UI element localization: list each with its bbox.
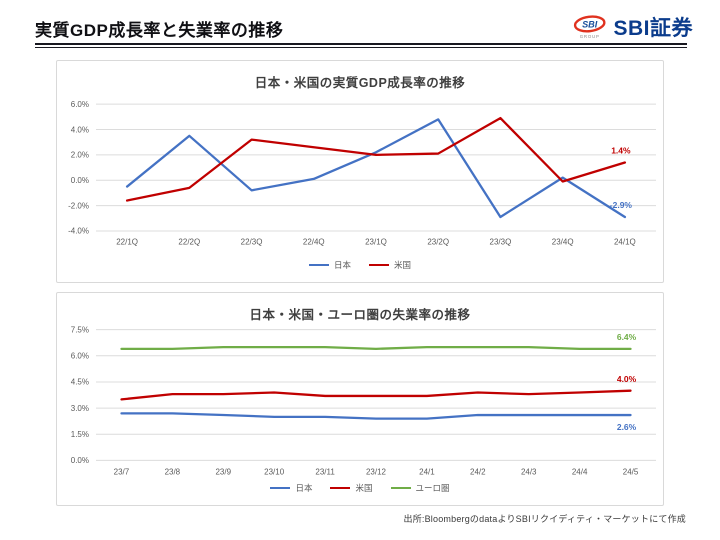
series-line-日本 — [120, 412, 632, 420]
y-tick-label: -2.0% — [68, 201, 89, 210]
legend-item-米国: 米国 — [369, 259, 411, 271]
series-line-ユーロ圏 — [120, 345, 632, 351]
x-tick-label: 23/1Q — [365, 237, 387, 246]
sbi-logo-text: SBI — [583, 19, 599, 29]
legend-item-米国: 米国 — [330, 482, 373, 494]
series-end-label: 4.0% — [617, 374, 637, 384]
series-line-米国 — [120, 389, 632, 401]
y-tick-label: 4.5% — [71, 378, 89, 387]
legend-label: 日本 — [295, 483, 313, 493]
legend-line-swatch — [270, 486, 291, 490]
y-tick-label: 2.0% — [71, 151, 89, 160]
legend-line-swatch — [330, 486, 351, 490]
y-tick-label: 7.5% — [71, 325, 89, 334]
legend-line-swatch — [369, 263, 389, 267]
header-divider — [35, 43, 687, 48]
y-tick-label: 6.0% — [71, 100, 89, 109]
y-tick-label: 6.0% — [71, 352, 89, 361]
legend-label: 日本 — [333, 260, 351, 270]
x-tick-label: 24/1 — [419, 467, 435, 476]
x-tick-label: 24/5 — [623, 467, 639, 476]
y-tick-label: 1.5% — [71, 430, 89, 439]
x-tick-label: 22/2Q — [178, 237, 200, 246]
x-tick-label: 24/2 — [470, 467, 486, 476]
x-tick-label: 22/3Q — [241, 237, 263, 246]
series-end-label: -2.9% — [610, 200, 633, 210]
sbi-logo-group-text: GROUP — [580, 33, 600, 38]
legend-item-日本: 日本 — [270, 482, 312, 494]
unemployment-chart-title: 日本・米国・ユーロ圏の失業率の推移 — [249, 308, 471, 322]
x-tick-label: 23/10 — [264, 467, 285, 476]
legend-label: ユーロ圏 — [415, 483, 450, 493]
y-tick-label: 4.0% — [71, 125, 89, 134]
series-line-日本 — [125, 118, 627, 219]
x-tick-label: 23/2Q — [427, 237, 449, 246]
legend-line-swatch — [390, 486, 411, 490]
x-tick-label: 24/1Q — [614, 237, 636, 246]
legend-label: 米国 — [394, 260, 412, 270]
sbi-group-logo-icon: SBI GROUP — [574, 14, 607, 38]
unemployment-chart-panel: 日本・米国・ユーロ圏の失業率の推移 7.5% 6.0% 4.5% 3.0% 1.5% 0.… — [56, 292, 664, 506]
x-tick-label: 23/12 — [366, 467, 387, 476]
x-tick-label: 23/11 — [315, 467, 335, 476]
y-tick-label: -4.0% — [68, 227, 89, 236]
x-tick-label: 23/4Q — [552, 237, 574, 246]
unemployment-chart-plot: 7.5% 6.0% 4.5% 3.0% 1.5% 0.0% 23/7 23/8 23/9 23/1… — [71, 325, 656, 476]
x-tick-label: 23/8 — [165, 467, 181, 476]
legend-label: 米国 — [355, 483, 373, 493]
gdp-chart-plot: 6.0% 4.0% 2.0% 0.0% -2.0% -4.0% 22/1Q 22/2Q 22/3… — [68, 100, 656, 246]
series-end-label: 2.6% — [617, 422, 637, 432]
legend-item-ユーロ圏: ユーロ圏 — [390, 482, 450, 494]
unemployment-chart-legend: 日本 米国 ユーロ圏 — [57, 482, 663, 494]
x-tick-label: 22/1Q — [116, 237, 138, 246]
series-end-label: 6.4% — [617, 332, 637, 342]
gdp-chart-legend: 日本 米国 — [57, 259, 663, 271]
x-tick-label: 23/3Q — [490, 237, 512, 246]
gdp-chart-title: 日本・米国の実質GDP成長率の推移 — [254, 76, 466, 90]
sbi-logo: SBI GROUP SBI証券 — [573, 12, 693, 42]
page-title: 実質GDP成長率と失業率の推移 — [35, 21, 284, 40]
series-line-米国 — [125, 116, 627, 202]
legend-item-日本: 日本 — [308, 259, 351, 271]
y-tick-label: 3.0% — [71, 404, 89, 413]
x-tick-label: 24/3 — [521, 467, 537, 476]
sbi-brand-text: SBI証券 — [613, 17, 693, 40]
x-tick-label: 24/4 — [572, 467, 588, 476]
x-tick-label: 23/7 — [114, 467, 130, 476]
y-tick-label: 0.0% — [71, 456, 89, 465]
x-tick-label: 22/4Q — [303, 237, 325, 246]
series-end-label: 1.4% — [611, 146, 631, 156]
source-note: 出所:BloombergのdataよりSBIリクイディティ・マーケットにて作成 — [403, 514, 686, 524]
legend-line-swatch — [308, 263, 329, 267]
gdp-chart-panel: 日本・米国の実質GDP成長率の推移 6.0% 4.0% 2.0% 0.0% -2.0% -… — [56, 60, 664, 283]
x-tick-label: 23/9 — [215, 467, 231, 476]
sbi-logo-swoosh — [574, 14, 607, 32]
y-tick-label: 0.0% — [71, 176, 89, 185]
